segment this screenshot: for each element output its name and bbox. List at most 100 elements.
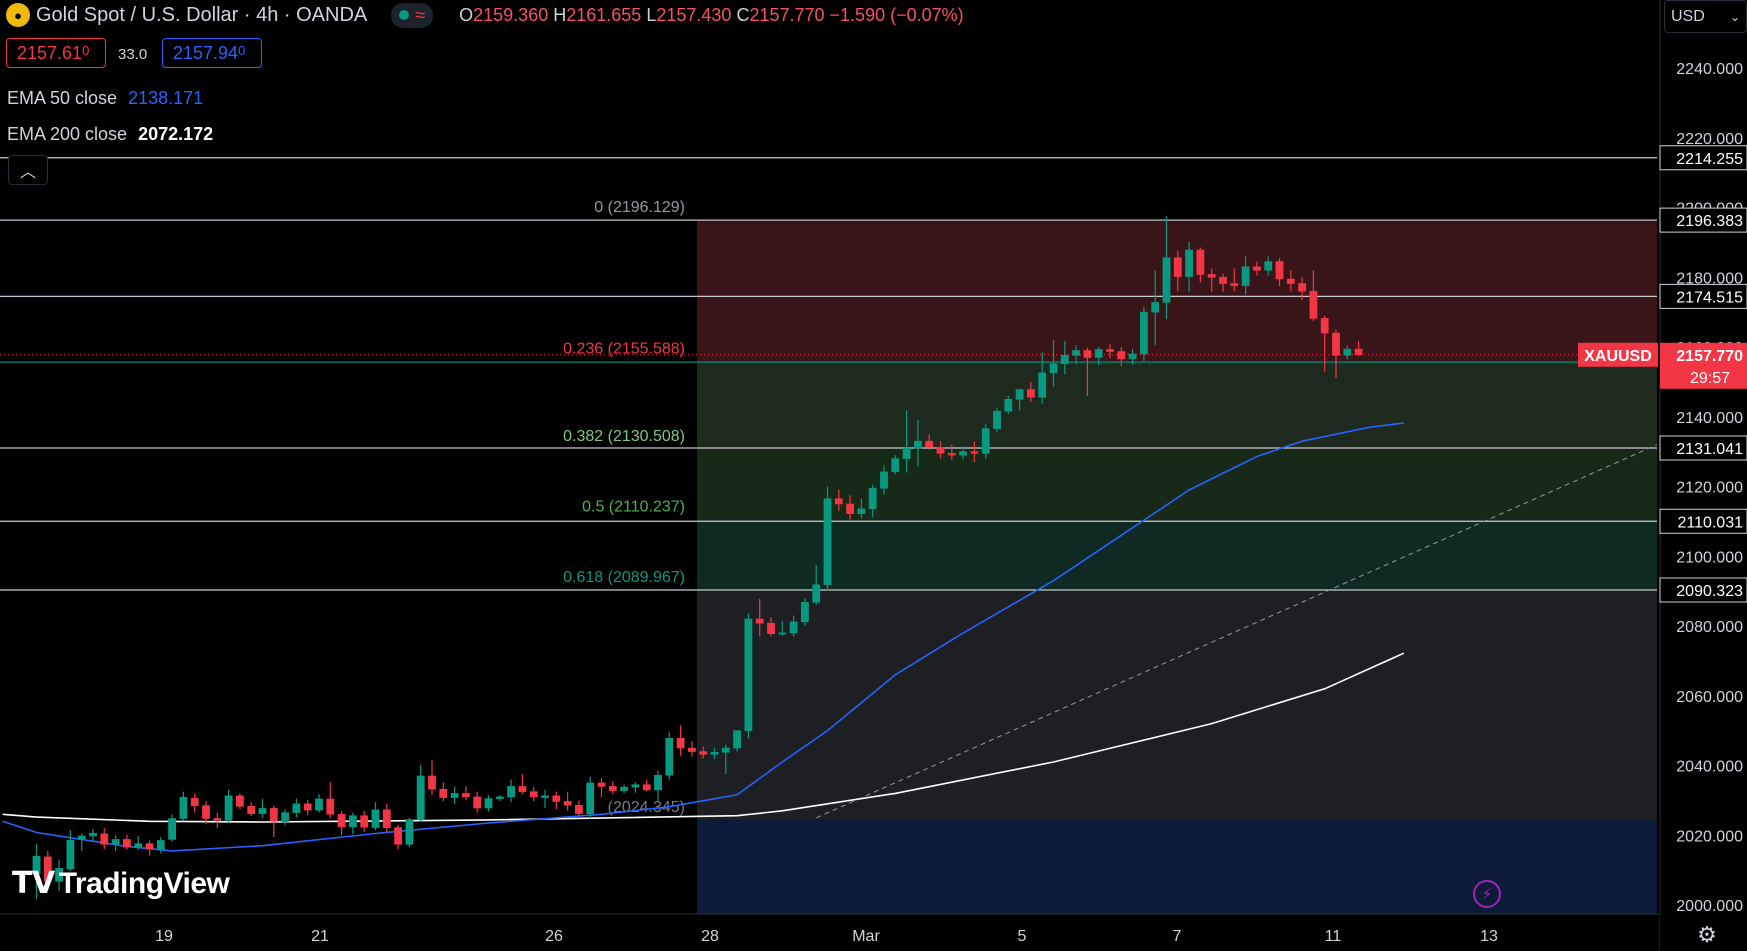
candle-body — [484, 798, 493, 809]
candle-body — [778, 632, 787, 635]
candle — [789, 615, 798, 637]
candle — [574, 800, 583, 817]
candle-body — [721, 747, 730, 753]
candle-body — [710, 751, 719, 755]
symbol-tag-text: XAUUSD — [1584, 348, 1652, 365]
candle — [1060, 340, 1069, 375]
change-value: −1.590 (−0.07%) — [829, 4, 964, 25]
fib-zone-0.382 — [697, 449, 1657, 521]
candle-body — [880, 471, 888, 489]
candle — [970, 441, 979, 463]
candle — [1128, 348, 1137, 365]
candle — [1094, 347, 1103, 366]
candle-body — [1128, 353, 1137, 360]
x-axis-tick-label: 26 — [545, 928, 563, 945]
candle — [529, 787, 538, 802]
legend-ema50[interactable]: EMA 50 close 2138.171 — [7, 88, 203, 109]
x-axis-tick-label: Mar — [852, 928, 880, 945]
candle-body — [258, 808, 267, 814]
candle — [857, 498, 866, 519]
candle-body — [947, 453, 956, 456]
candle — [77, 833, 86, 851]
candle-body — [1162, 257, 1171, 303]
candle-body — [1286, 278, 1295, 284]
candle — [1106, 344, 1114, 359]
candle — [134, 835, 143, 850]
candle — [1027, 381, 1035, 403]
market-status[interactable]: ≈ — [391, 2, 434, 28]
candle-body — [1253, 266, 1261, 271]
candle — [428, 760, 436, 796]
ema200-line — [2, 652, 1405, 823]
candle — [43, 850, 52, 888]
lightning-icon[interactable]: ⚡ — [1473, 880, 1501, 908]
x-axis-area — [0, 914, 1747, 951]
candle — [495, 795, 504, 802]
y-axis-tick-label: 2180.000 — [1676, 270, 1743, 287]
x-axis-tick-label: 5 — [1018, 928, 1027, 945]
x-axis-tick-label: 7 — [1173, 928, 1182, 945]
candle — [925, 434, 934, 450]
axis-price-label-bg — [1659, 283, 1747, 309]
candle — [778, 620, 787, 636]
fib-zone-0.5 — [697, 520, 1657, 592]
candle-body — [348, 815, 357, 828]
candle — [642, 779, 651, 792]
currency-selector[interactable]: USD ⌄ — [1664, 0, 1747, 33]
candle — [326, 782, 335, 818]
legend-ema200-value: 2072.172 — [138, 124, 214, 144]
candle-body — [800, 601, 809, 623]
candle — [563, 791, 572, 811]
candle-body — [767, 622, 775, 634]
candle — [541, 789, 549, 809]
axis-price-label-bg — [1659, 435, 1747, 461]
sell-button[interactable]: 2157.61 0 — [6, 38, 106, 68]
candle-body — [32, 855, 41, 874]
candle — [1309, 270, 1318, 321]
candle-body — [224, 795, 233, 821]
candle-body — [1140, 311, 1148, 355]
collapse-legend-button[interactable]: ︿ — [8, 155, 48, 185]
candle-body — [699, 751, 708, 755]
candle — [258, 798, 267, 818]
axis-price-label: 2214.255 — [1659, 145, 1747, 171]
candle — [880, 465, 888, 495]
candle — [100, 828, 109, 850]
fib-zone-0 — [697, 221, 1657, 363]
candle — [1275, 258, 1284, 286]
candle-body — [1083, 350, 1092, 358]
settings-gear-icon[interactable]: ⚙ — [1697, 922, 1717, 947]
ema50-line — [2, 422, 1404, 852]
tradingview-watermark[interactable]: 𝗧𝗩 TradingView — [12, 866, 230, 901]
candle — [586, 776, 595, 819]
candle — [303, 799, 312, 816]
candle — [597, 777, 606, 797]
axis-price-label-text: 2110.031 — [1677, 514, 1743, 531]
candle-body — [891, 458, 900, 473]
candle-body — [394, 827, 402, 845]
candle-body — [43, 856, 52, 882]
candle — [1241, 256, 1250, 295]
candle — [247, 802, 256, 817]
candle — [1264, 256, 1273, 276]
candle-body — [789, 621, 798, 634]
close-value: 2157.770 — [749, 4, 825, 25]
candle-body — [993, 410, 1001, 429]
legend-ema200[interactable]: EMA 200 close 2072.172 — [7, 124, 213, 145]
watermark-text: TradingView — [58, 866, 230, 900]
legend-ema50-label: EMA 50 close — [7, 88, 118, 108]
candle-body — [1196, 249, 1205, 275]
candle-body — [156, 840, 165, 850]
candle — [1298, 277, 1306, 300]
candle — [168, 814, 176, 842]
candle — [507, 779, 515, 803]
symbol-title[interactable]: Gold Spot / U.S. Dollar · 4h · OANDA — [36, 3, 368, 26]
axis-price-label-text: 2090.323 — [1676, 583, 1743, 600]
candle-body — [450, 793, 459, 798]
fib-label: 0.382 (2130.508) — [563, 428, 685, 445]
candle-body — [473, 796, 482, 809]
candle — [981, 423, 990, 459]
trend-line — [815, 444, 1658, 819]
buy-button[interactable]: 2157.94 0 — [162, 38, 262, 68]
